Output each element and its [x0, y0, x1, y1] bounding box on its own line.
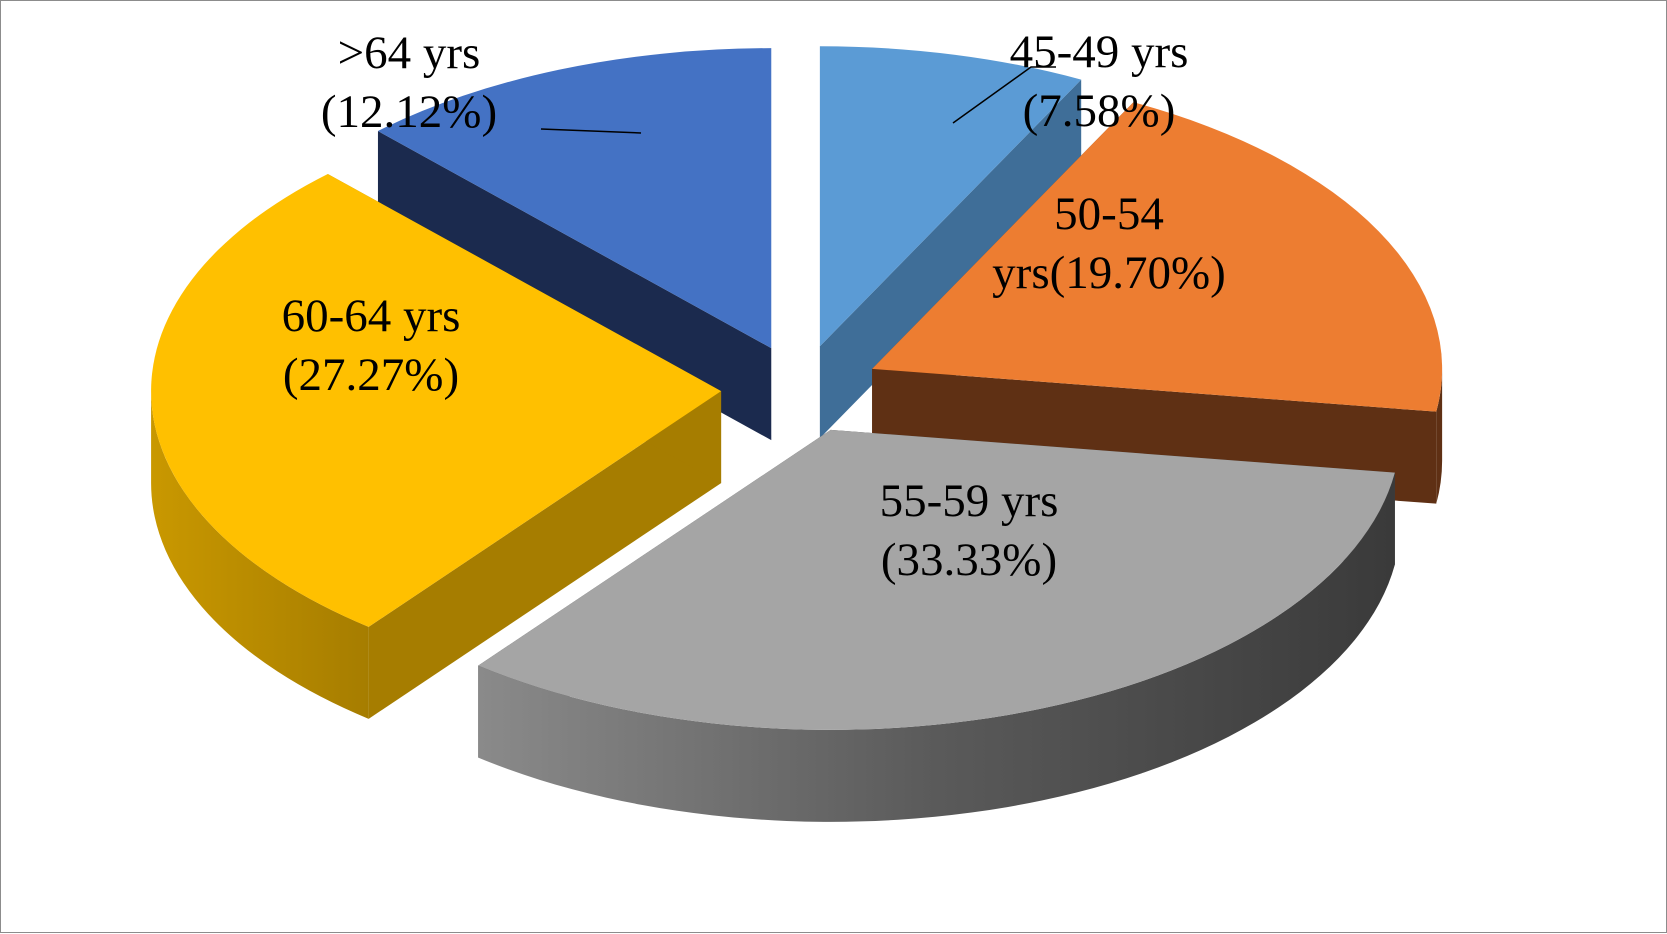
- data-label: 60-64 yrs (27.27%): [282, 290, 461, 401]
- pie-slice-top: [377, 48, 772, 349]
- pie-slice-side: [151, 391, 369, 719]
- data-label: 55-59 yrs (33.33%): [880, 475, 1059, 586]
- pie-slice-wall: [368, 391, 722, 719]
- pie-slice-top: [872, 102, 1443, 412]
- pie-slice-60-64-yrs: [151, 173, 722, 719]
- pie-slice-top: [151, 173, 722, 627]
- pie-slice-45-49-yrs: [819, 46, 1082, 439]
- pie-slice-top: [819, 46, 1082, 347]
- pie-slice-55-59-yrs: [478, 429, 1395, 822]
- pie-slice-64-yrs: [377, 48, 772, 441]
- pie-slice-side: [478, 472, 1395, 822]
- pie-slice-top: [478, 429, 1395, 730]
- data-label: >64 yrs (12.12%): [321, 27, 497, 138]
- data-label: 50-54 yrs(19.70%): [992, 188, 1226, 299]
- pie-slice-wall: [819, 79, 1082, 439]
- pie-slice-50-54-yrs: [872, 102, 1443, 504]
- leader-line: [952, 66, 1056, 124]
- pie-slice-wall: [377, 131, 772, 441]
- pie-slice-side: [1436, 368, 1443, 504]
- data-label: 45-49 yrs (7.58%): [1010, 26, 1189, 137]
- leader-line: [540, 128, 642, 134]
